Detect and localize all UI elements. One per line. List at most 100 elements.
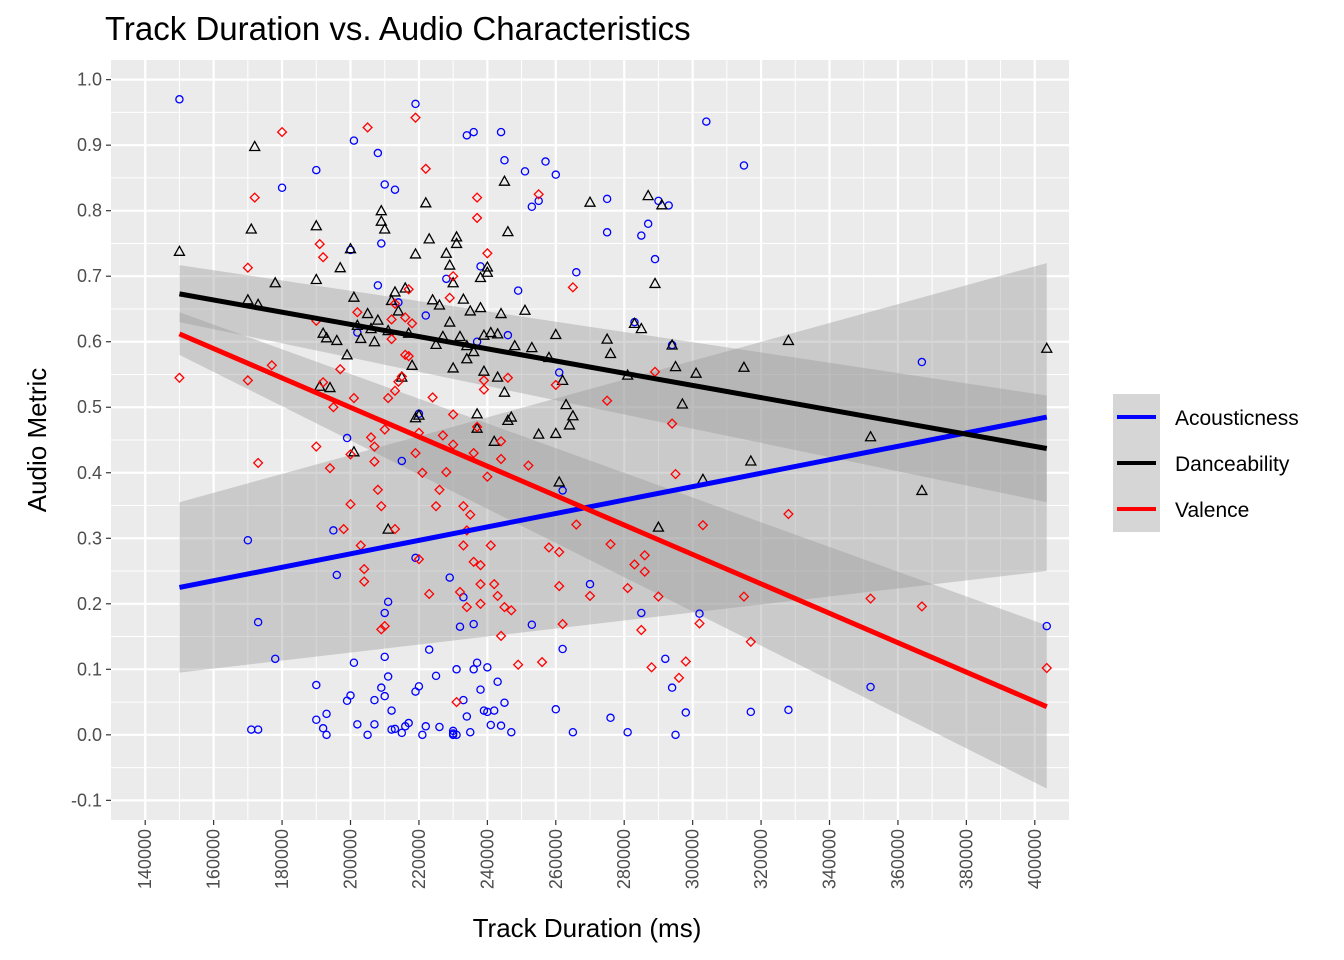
point-acousticness xyxy=(681,708,691,717)
point-danceability xyxy=(378,222,391,234)
point-valence xyxy=(670,468,681,480)
point-valence xyxy=(266,359,278,371)
point-danceability xyxy=(628,317,641,329)
trend-line-valence xyxy=(178,331,1048,709)
point-acousticness xyxy=(585,579,595,589)
point-acousticness xyxy=(462,712,472,721)
point-valence xyxy=(386,314,397,325)
point-danceability xyxy=(532,427,545,439)
point-acousticness xyxy=(503,330,513,340)
point-danceability xyxy=(566,409,579,421)
point-valence xyxy=(505,605,517,616)
point-danceability xyxy=(388,285,402,297)
y-tick-label: 1.0 xyxy=(77,70,102,90)
point-acousticness xyxy=(353,720,362,729)
point-danceability xyxy=(553,475,566,487)
point-danceability xyxy=(604,347,617,359)
point-valence xyxy=(375,500,387,512)
point-valence xyxy=(389,385,401,397)
point-acousticness xyxy=(637,231,646,240)
point-danceability xyxy=(474,271,487,283)
point-valence xyxy=(379,620,391,632)
point-acousticness xyxy=(387,706,396,715)
point-acousticness xyxy=(606,713,615,723)
point-valence xyxy=(440,466,452,478)
point-valence xyxy=(478,384,490,395)
point-danceability xyxy=(669,360,682,372)
point-acousticness xyxy=(465,727,475,737)
point-danceability xyxy=(320,331,333,343)
point-acousticness xyxy=(387,725,396,734)
point-valence xyxy=(417,467,428,479)
point-acousticness xyxy=(418,730,427,740)
point-valence xyxy=(622,582,633,594)
point-acousticness xyxy=(322,730,331,740)
point-acousticness xyxy=(312,165,321,175)
point-valence xyxy=(471,421,483,433)
point-valence xyxy=(653,591,664,602)
point-danceability xyxy=(447,361,460,373)
x-tick-label: 300000 xyxy=(683,829,703,889)
point-valence xyxy=(413,553,425,565)
point-valence xyxy=(745,636,757,648)
point-acousticness xyxy=(513,286,523,295)
point-danceability xyxy=(464,304,477,316)
point-acousticness xyxy=(452,665,461,674)
point-acousticness xyxy=(349,658,359,668)
point-valence xyxy=(471,212,483,224)
point-acousticness xyxy=(243,535,253,545)
y-tick-label: 0.3 xyxy=(77,528,102,548)
point-valence xyxy=(396,371,408,382)
point-valence xyxy=(636,624,647,636)
point-valence xyxy=(447,409,459,420)
point-acousticness xyxy=(739,161,749,170)
point-valence xyxy=(386,333,397,345)
point-danceability xyxy=(501,225,514,237)
point-danceability xyxy=(317,326,330,338)
y-tick-label: 0.4 xyxy=(77,463,102,483)
point-acousticness xyxy=(643,219,653,229)
point-danceability xyxy=(864,430,877,442)
point-danceability xyxy=(744,454,757,466)
point-acousticness xyxy=(390,724,400,734)
point-acousticness xyxy=(702,117,711,126)
point-valence xyxy=(468,556,479,568)
point-valence xyxy=(403,350,414,362)
point-danceability xyxy=(392,304,405,316)
point-acousticness xyxy=(496,721,506,730)
point-valence xyxy=(471,192,483,203)
x-tick-label: 260000 xyxy=(546,829,566,889)
point-acousticness xyxy=(322,709,331,719)
point-valence xyxy=(468,447,479,459)
point-danceability xyxy=(689,366,703,378)
point-danceability xyxy=(652,520,665,532)
point-danceability xyxy=(433,298,446,310)
point-danceability xyxy=(556,374,569,386)
point-acousticness xyxy=(469,665,478,674)
point-acousticness xyxy=(431,671,441,681)
point-valence xyxy=(382,392,394,404)
trend-line-acousticness xyxy=(178,414,1048,590)
point-valence xyxy=(174,372,185,384)
point-valence xyxy=(601,395,613,407)
point-danceability xyxy=(559,398,573,410)
point-acousticness xyxy=(349,136,359,145)
point-danceability xyxy=(450,230,463,242)
point-valence xyxy=(276,126,288,138)
point-acousticness xyxy=(527,202,537,212)
point-acousticness xyxy=(695,609,704,618)
point-danceability xyxy=(601,332,614,344)
point-danceability xyxy=(310,273,323,285)
point-acousticness xyxy=(253,725,263,734)
x-tick-label: 340000 xyxy=(820,829,840,889)
grid-minor xyxy=(111,60,1069,820)
point-acousticness xyxy=(380,652,389,662)
point-acousticness xyxy=(404,718,413,728)
point-valence xyxy=(605,538,616,550)
point-acousticness xyxy=(866,682,875,692)
point-valence xyxy=(345,449,356,460)
point-acousticness xyxy=(414,682,424,691)
point-valence xyxy=(570,519,582,530)
point-danceability xyxy=(1040,341,1053,353)
point-valence xyxy=(567,282,579,293)
